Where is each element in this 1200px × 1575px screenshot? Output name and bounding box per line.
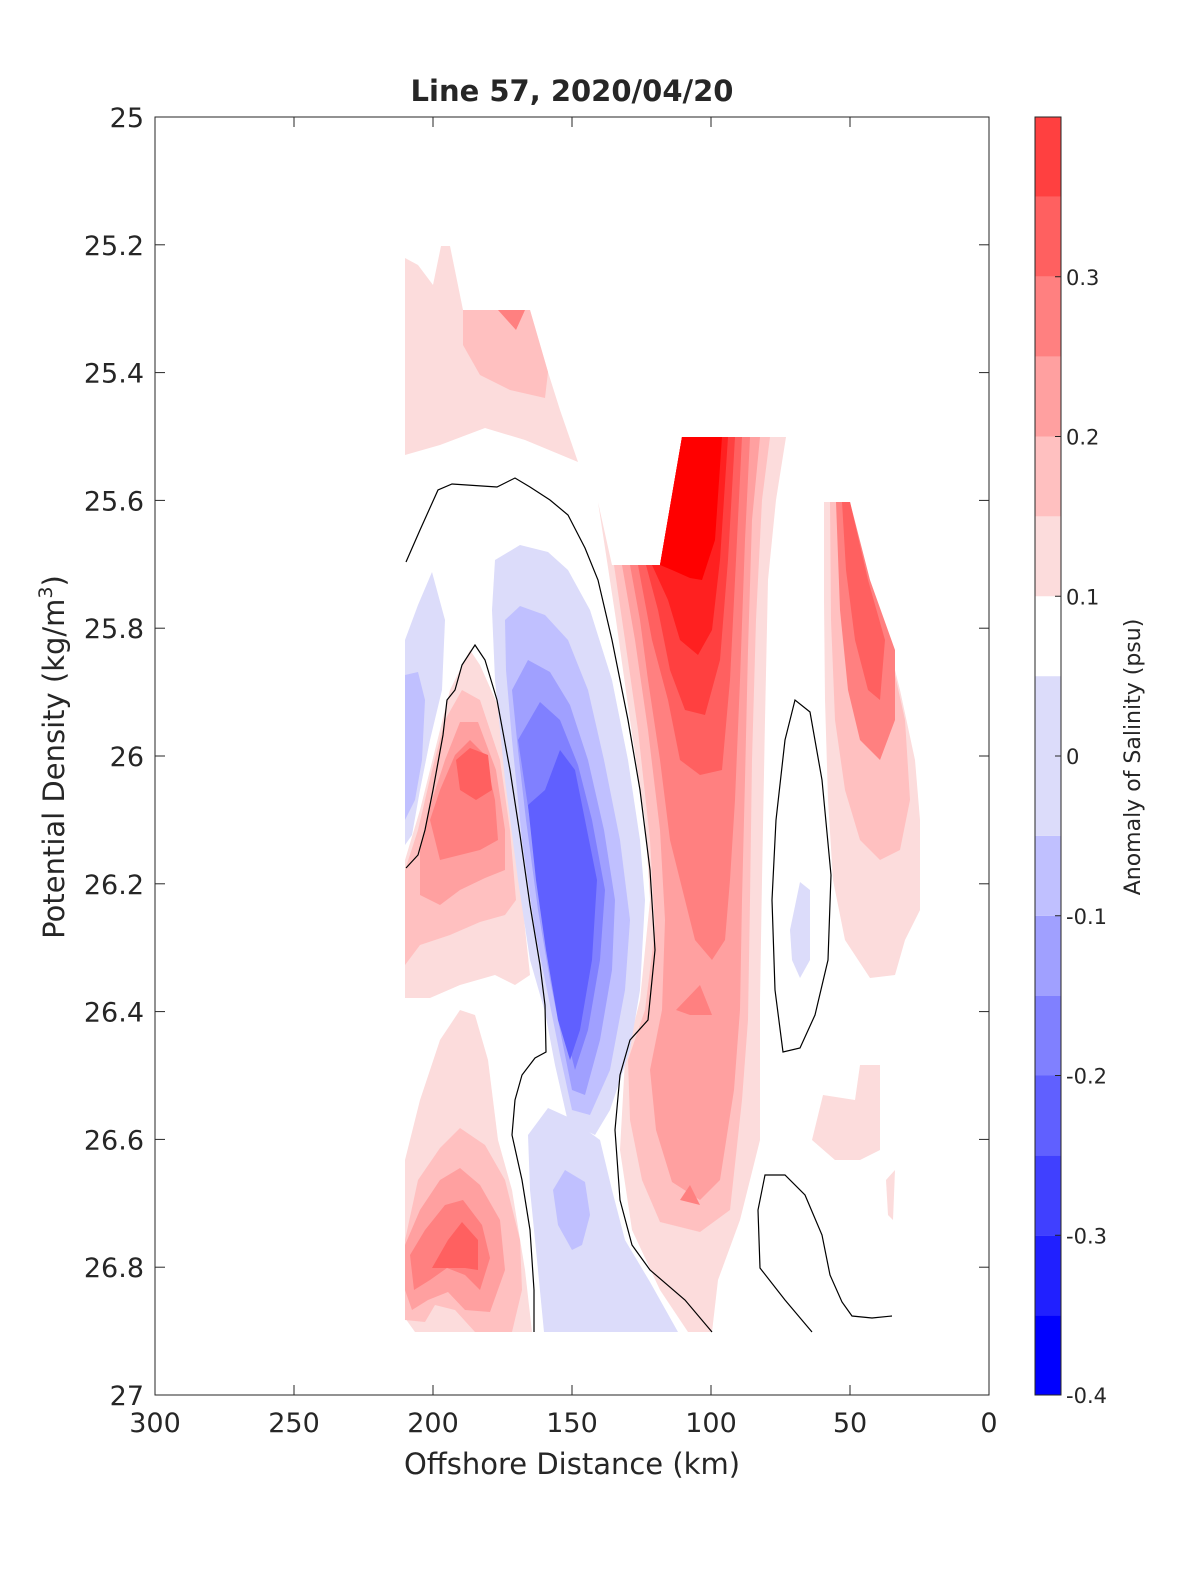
y-axis-label-superscript: 3 xyxy=(35,586,57,598)
colorbar-swatch xyxy=(1035,516,1061,597)
colorbar-swatch xyxy=(1035,835,1061,916)
y-axis-label-suffix: ) xyxy=(37,575,71,586)
colorbar-swatch xyxy=(1035,196,1061,277)
colorbar-ticks: -0.4 -0.3 -0.2 -0.1 0 0.1 0.2 0.3 xyxy=(1055,266,1107,1408)
x-axis-label: Offshore Distance (km) xyxy=(404,1447,740,1481)
zero-contour-line xyxy=(405,643,547,1332)
contour-fill xyxy=(498,310,525,330)
chart-title: Line 57, 2020/04/20 xyxy=(411,74,734,108)
zero-contour-line xyxy=(757,1174,893,1333)
x-tick-label: 100 xyxy=(685,1408,737,1439)
y-tick-label: 26.8 xyxy=(84,1253,144,1284)
y-tick-label: 25.4 xyxy=(84,359,144,390)
x-tick-label: 300 xyxy=(129,1408,181,1439)
colorbar-tick-label: -0.4 xyxy=(1066,1384,1107,1408)
contour-fill xyxy=(405,672,425,820)
zero-contour-line xyxy=(405,477,713,1333)
colorbar-tick-label: 0.2 xyxy=(1066,426,1099,450)
contour-fill xyxy=(432,1222,478,1270)
contour-fill xyxy=(676,985,712,1015)
colorbar-swatch xyxy=(1035,915,1061,996)
colorbar-swatch xyxy=(1035,995,1061,1076)
colorbar-swatch xyxy=(1035,436,1061,517)
y-tick-label: 26.4 xyxy=(84,998,144,1029)
colorbar-tick-label: 0.3 xyxy=(1066,266,1099,290)
colorbar-swatch xyxy=(1035,356,1061,437)
x-tick-label: 0 xyxy=(980,1408,997,1439)
zero-contour-lines xyxy=(405,477,893,1333)
contour-fill xyxy=(660,437,722,580)
contour-fill xyxy=(812,1065,880,1160)
contour-fill xyxy=(463,310,548,398)
colorbar-tick-label: -0.2 xyxy=(1066,1065,1107,1089)
y-axis-label: Potential Density (kg/m3) xyxy=(35,575,71,939)
y-tick-label: 25.8 xyxy=(84,614,144,645)
colorbar-tick-label: -0.3 xyxy=(1066,1224,1107,1248)
y-tick-label: 27 xyxy=(110,1381,144,1412)
x-tick-label: 200 xyxy=(407,1408,459,1439)
x-axis: 300 250 200 150 100 50 0 xyxy=(129,117,998,1439)
colorbar-swatch xyxy=(1035,1235,1061,1316)
contour-fill xyxy=(842,502,885,700)
colorbar-swatch xyxy=(1035,596,1061,677)
colorbar-swatch xyxy=(1035,1155,1061,1236)
colorbar-tick-label: 0 xyxy=(1066,745,1079,769)
y-axis: 25 25.2 25.4 25.6 25.8 26 26.2 26.4 26.6 26.8 27 xyxy=(84,103,989,1412)
contour-fill xyxy=(886,1170,895,1220)
zero-contour-line xyxy=(771,698,832,1053)
contour-fill xyxy=(790,882,810,978)
y-tick-label: 26.6 xyxy=(84,1125,144,1156)
x-tick-label: 50 xyxy=(833,1408,867,1439)
y-tick-label: 25 xyxy=(110,103,144,134)
contour-fill xyxy=(528,1108,678,1332)
y-axis-label-main: Potential Density (kg/m xyxy=(37,599,71,939)
colorbar-swatch xyxy=(1035,1075,1061,1156)
contour-fills xyxy=(405,246,920,1332)
y-tick-label: 26.2 xyxy=(84,870,144,901)
y-tick-label: 26 xyxy=(110,742,144,773)
contour-fill xyxy=(456,748,492,800)
colorbar-tick-label: 0.1 xyxy=(1066,585,1099,609)
colorbar-label: Anomaly of Salinity (psu) xyxy=(1121,619,1146,896)
contour-fill xyxy=(680,1185,700,1205)
contour-fill xyxy=(528,750,597,1060)
contour-fill xyxy=(553,1170,590,1250)
x-tick-label: 250 xyxy=(268,1408,320,1439)
colorbar-tick-label: -0.1 xyxy=(1066,905,1107,929)
colorbar-swatch xyxy=(1035,117,1061,197)
colorbar-swatch xyxy=(1035,1315,1061,1395)
y-tick-label: 25.6 xyxy=(84,486,144,517)
colorbar-swatch xyxy=(1035,276,1061,357)
y-tick-label: 25.2 xyxy=(84,231,144,262)
colorbar xyxy=(1035,117,1061,1395)
x-tick-label: 150 xyxy=(546,1408,598,1439)
